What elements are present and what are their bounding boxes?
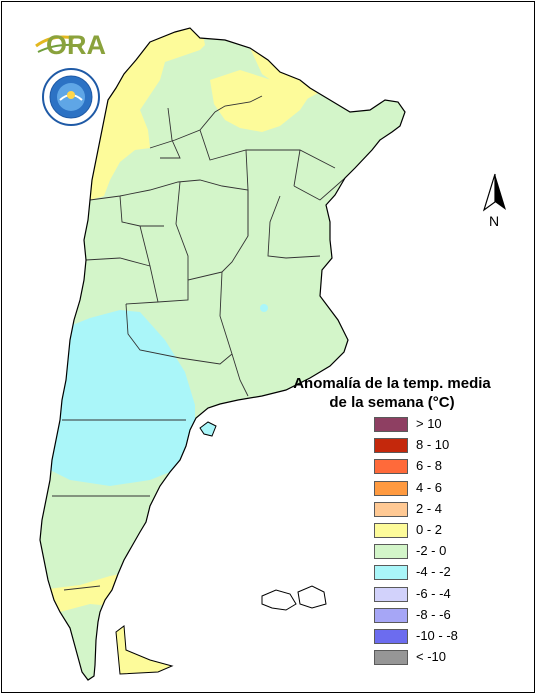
legend-title: Anomalía de la temp. media de la semana … — [292, 374, 492, 412]
legend-item: 0 - 2 — [374, 522, 514, 539]
legend-swatch — [374, 650, 408, 666]
legend-title-line2: de la semana (°C) — [329, 394, 455, 411]
legend-item: 4 - 6 — [374, 479, 514, 497]
north-label: N — [489, 213, 500, 229]
legend-label: -4 - -2 — [416, 564, 451, 580]
legend-item: -6 - -4 — [374, 585, 514, 603]
legend-item: 6 - 8 — [374, 458, 514, 475]
legend-label: < -10 — [416, 649, 446, 665]
ora-swoosh-icon — [35, 35, 83, 53]
legend-swatch — [374, 480, 408, 496]
north-arrow-icon — [482, 173, 506, 212]
legend-item: < -10 — [374, 649, 514, 666]
legend-swatch — [374, 459, 408, 475]
legend-title-line1: Anomalía de la temp. media — [293, 375, 491, 392]
legend-label: -10 - -8 — [416, 628, 458, 643]
legend-swatch — [374, 417, 408, 432]
legend-label: 4 - 6 — [416, 479, 443, 495]
province-borders — [52, 95, 346, 591]
legend-swatch — [374, 544, 408, 560]
legend-item: > 10 — [374, 416, 514, 433]
legend-label: > 10 — [416, 416, 442, 431]
ora-logo: ORA — [34, 28, 106, 62]
legend-swatch — [374, 586, 408, 602]
blue-spot — [260, 304, 268, 312]
legend-swatch — [374, 438, 408, 454]
legend-label: 8 - 10 — [416, 437, 450, 453]
legend-label: -6 - -4 — [416, 585, 451, 601]
legend-label: -8 - -6 — [416, 606, 451, 622]
north-arrow: N — [480, 172, 510, 232]
legend-item: 8 - 10 — [374, 437, 514, 454]
legend-item: -4 - -2 — [374, 564, 514, 581]
legend-swatch — [374, 607, 408, 623]
peninsula-valdes — [199, 421, 217, 437]
seal-logo — [42, 68, 100, 126]
legend-swatch — [374, 523, 408, 538]
legend-item: -8 - -6 — [374, 606, 514, 624]
legend-item: -2 - 0 — [374, 543, 514, 560]
legend-swatch — [374, 501, 408, 517]
legend-swatch — [374, 629, 408, 644]
legend-label: 0 - 2 — [416, 522, 443, 537]
ora-logo-text: ORA — [46, 30, 106, 60]
legend-label: -2 - 0 — [416, 543, 447, 559]
tierra-del-fuego — [115, 625, 174, 675]
legend-swatch — [374, 565, 408, 581]
smn-seal-icon — [42, 68, 100, 126]
legend-item: -10 - -8 — [374, 628, 514, 645]
green-patch-puna — [165, 50, 222, 90]
legend-item: 2 - 4 — [374, 500, 514, 518]
islas-malvinas — [261, 585, 327, 611]
legend-label: 2 - 4 — [416, 500, 443, 516]
legend-label: 6 - 8 — [416, 458, 443, 474]
